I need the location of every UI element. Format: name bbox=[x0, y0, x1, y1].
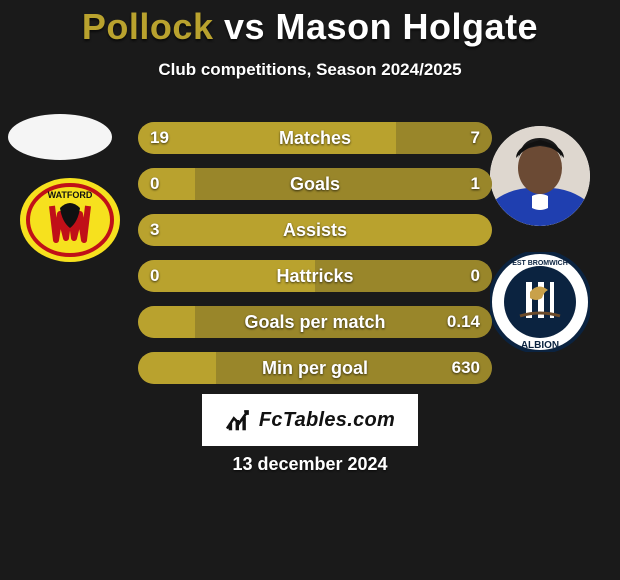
stat-row: 197Matches bbox=[138, 122, 492, 154]
stat-fill-left bbox=[138, 168, 195, 200]
stat-value-left: 3 bbox=[150, 214, 159, 246]
stat-value-left: 0 bbox=[150, 260, 159, 292]
player-avatar-left bbox=[8, 114, 112, 160]
stat-value-right: 7 bbox=[471, 122, 480, 154]
stat-fill-right bbox=[315, 260, 492, 292]
svg-text:WATFORD: WATFORD bbox=[48, 190, 93, 200]
title-vs: vs bbox=[224, 6, 265, 47]
stat-bars: 197Matches01Goals3Assists00Hattricks0.14… bbox=[138, 122, 492, 398]
date-text: 13 december 2024 bbox=[0, 454, 620, 475]
stat-value-right: 0 bbox=[471, 260, 480, 292]
title-right: Mason Holgate bbox=[276, 6, 539, 47]
club-crest-right: EST BROMWICH ALBION bbox=[490, 252, 590, 352]
stat-fill-left bbox=[138, 306, 195, 338]
stat-row: 00Hattricks bbox=[138, 260, 492, 292]
stat-value-right: 630 bbox=[452, 352, 480, 384]
svg-text:ALBION: ALBION bbox=[521, 340, 559, 351]
stat-fill-right bbox=[216, 352, 492, 384]
subtitle: Club competitions, Season 2024/2025 bbox=[0, 60, 620, 80]
stat-value-left: 0 bbox=[150, 168, 159, 200]
stat-row: 01Goals bbox=[138, 168, 492, 200]
stat-value-right: 0.14 bbox=[447, 306, 480, 338]
stat-fill-left bbox=[138, 214, 492, 246]
stat-row: 630Min per goal bbox=[138, 352, 492, 384]
stat-fill-left bbox=[138, 352, 216, 384]
brand-text: FcTables.com bbox=[259, 409, 395, 432]
stat-row: 0.14Goals per match bbox=[138, 306, 492, 338]
stat-value-left: 19 bbox=[150, 122, 169, 154]
brand-badge: FcTables.com bbox=[202, 394, 418, 446]
stat-value-right: 1 bbox=[471, 168, 480, 200]
svg-text:EST BROMWICH: EST BROMWICH bbox=[512, 260, 568, 267]
stat-row: 3Assists bbox=[138, 214, 492, 246]
club-crest-left: WATFORD bbox=[20, 178, 120, 262]
page-title: Pollock vs Mason Holgate bbox=[0, 0, 620, 48]
stat-fill-right bbox=[195, 168, 492, 200]
stat-fill-left bbox=[138, 122, 396, 154]
comparison-card: Pollock vs Mason Holgate Club competitio… bbox=[0, 0, 620, 580]
stat-fill-left bbox=[138, 260, 315, 292]
player-avatar-right bbox=[490, 126, 590, 226]
chart-icon bbox=[225, 408, 253, 432]
title-left: Pollock bbox=[82, 6, 214, 47]
